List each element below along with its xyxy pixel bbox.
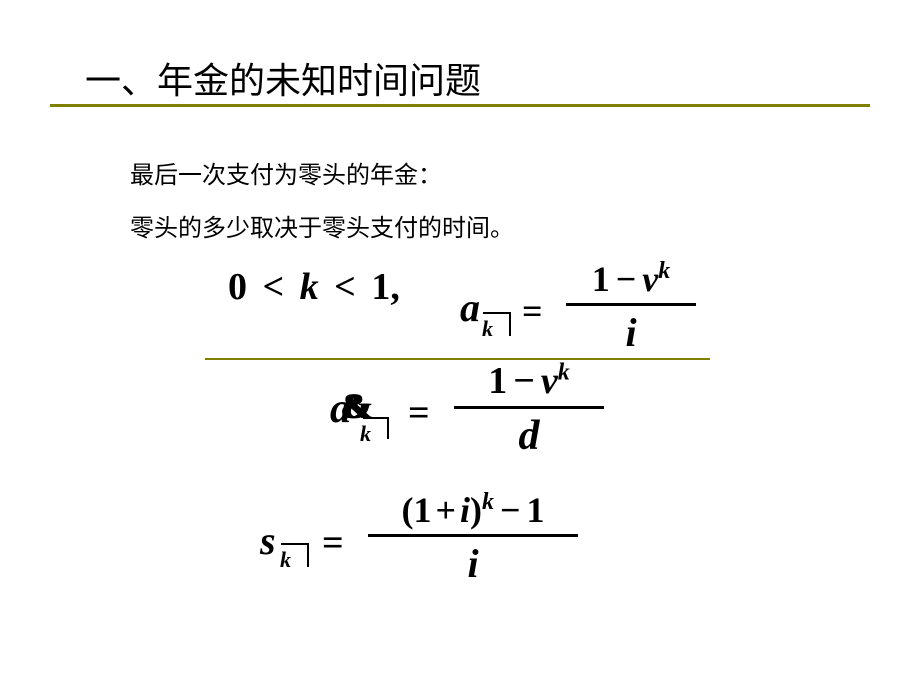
- equals-sign: =: [522, 290, 543, 332]
- less-than-1: <: [257, 266, 291, 308]
- exp-k: k: [558, 359, 570, 385]
- actuarial-angle-icon: [483, 312, 511, 336]
- inequality-0-k-1: 0 < k < 1,: [228, 265, 400, 309]
- exp-k: k: [482, 489, 494, 515]
- numerator: (1+i)k−1: [368, 489, 578, 531]
- denominator-d: d: [454, 412, 604, 460]
- fraction-bar: [368, 534, 578, 537]
- symbol-s: s: [260, 517, 276, 564]
- denominator-i: i: [566, 309, 696, 356]
- fraction: 1−vk i: [566, 258, 696, 356]
- num-one-a: 1: [413, 490, 431, 530]
- num-one-b: 1: [527, 490, 545, 530]
- num-one: 1: [488, 360, 507, 402]
- var-k: k: [300, 266, 319, 308]
- numerator: 1−vk: [454, 359, 604, 403]
- open-paren: (: [401, 490, 413, 530]
- num-one: 1: [592, 259, 610, 299]
- denominator-i: i: [368, 540, 578, 587]
- body-line-2: 零头的多少取决于零头支付的时间。: [130, 208, 514, 243]
- minus-sign: −: [610, 259, 643, 299]
- fraction-bar: [454, 406, 604, 409]
- plus-sign: +: [431, 490, 460, 530]
- equals-sign: =: [408, 391, 430, 435]
- var-i: i: [460, 490, 470, 530]
- body-line-1: 最后一次支付为零头的年金：: [130, 155, 442, 190]
- actuarial-angle-icon: [363, 417, 389, 439]
- less-than-2: <: [328, 266, 362, 308]
- minus-sign: −: [494, 490, 527, 530]
- close-paren: ): [470, 490, 482, 530]
- one: 1: [371, 266, 390, 308]
- symbol-a: a: [460, 284, 480, 331]
- zero: 0: [228, 266, 247, 308]
- equals-sign: =: [322, 521, 344, 565]
- numerator: 1−vk: [566, 258, 696, 300]
- exp-k: k: [658, 258, 670, 284]
- comma: ,: [390, 266, 400, 308]
- var-v: v: [541, 360, 558, 402]
- var-v: v: [642, 259, 658, 299]
- fraction: (1+i)k−1 i: [368, 489, 578, 587]
- slide-title: 一、年金的未知时间问题: [85, 52, 481, 104]
- fraction-bar: [566, 303, 696, 306]
- title-underline: [50, 104, 870, 107]
- fraction: 1−vk d: [454, 359, 604, 460]
- actuarial-angle-icon: [281, 543, 309, 567]
- minus-sign: −: [507, 360, 541, 402]
